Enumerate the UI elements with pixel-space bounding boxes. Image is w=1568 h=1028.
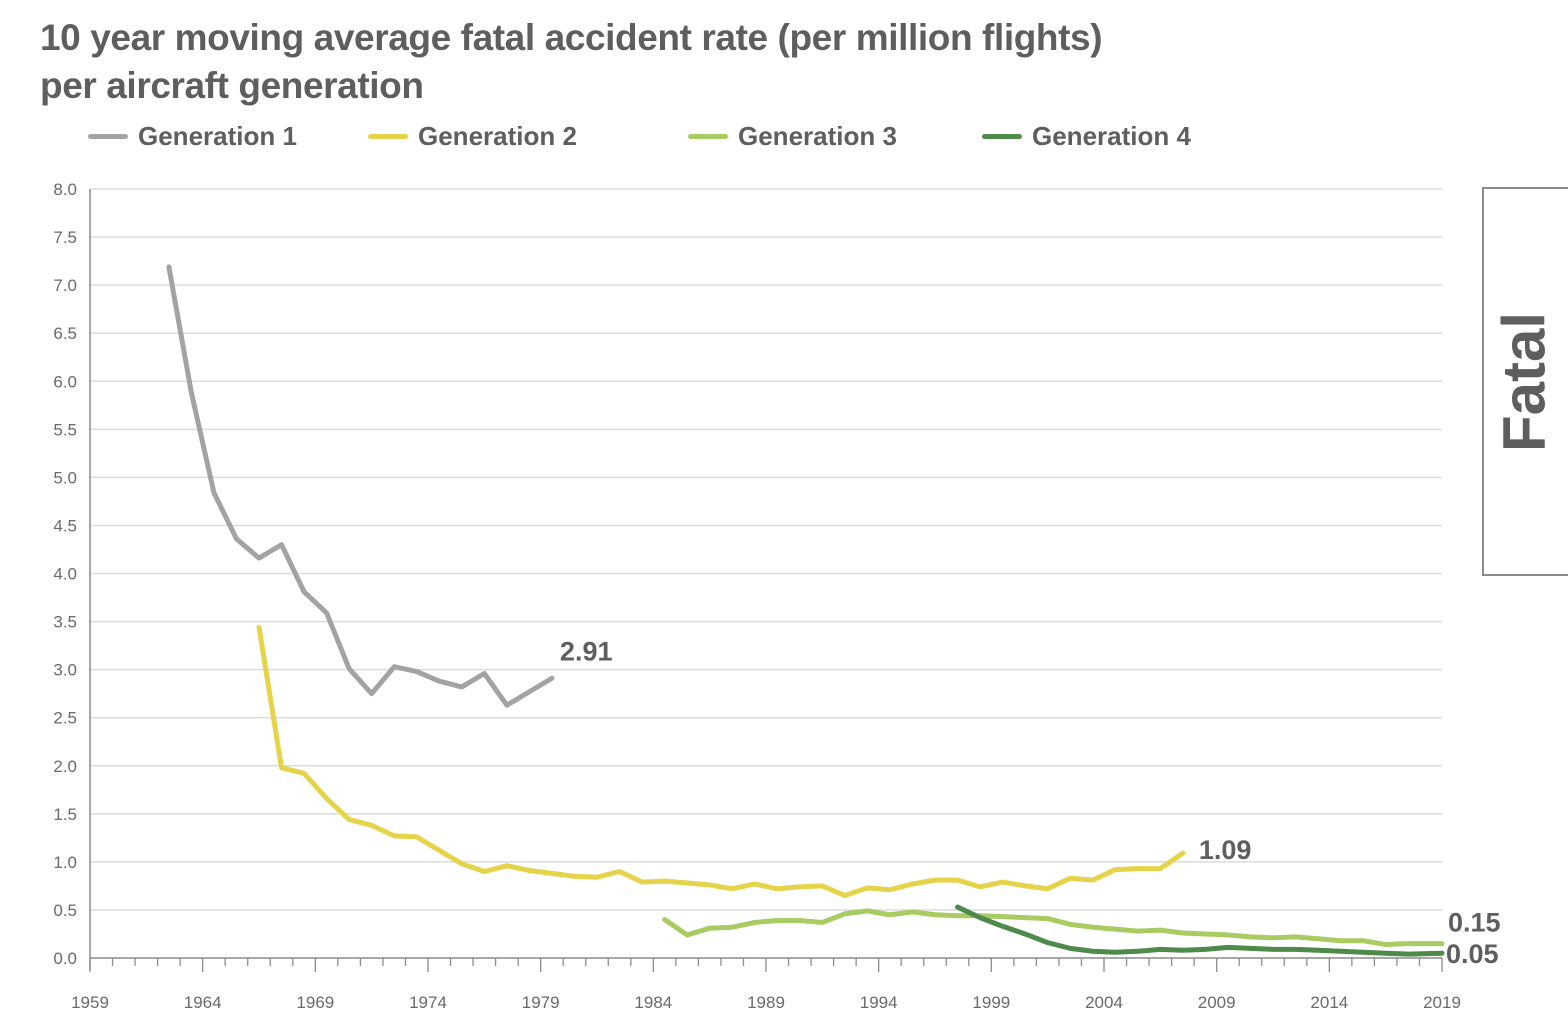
y-tick-label: 3.0 bbox=[53, 661, 77, 680]
x-tick-label: 1979 bbox=[522, 993, 560, 1012]
legend-label: Generation 2 bbox=[418, 120, 577, 151]
legend-label: Generation 3 bbox=[738, 120, 897, 151]
x-tick-label: 2009 bbox=[1198, 993, 1236, 1012]
chart-title-line-1: 10 year moving average fatal accident ra… bbox=[40, 17, 1103, 58]
x-tick-label: 2019 bbox=[1423, 993, 1461, 1012]
legend-item-generation-2[interactable]: Generation 2 bbox=[368, 118, 577, 154]
x-tick-label: 1999 bbox=[972, 993, 1010, 1012]
x-tick-label: 1989 bbox=[747, 993, 785, 1012]
series-line-generation-4 bbox=[955, 904, 1445, 957]
y-tick-label: 4.5 bbox=[53, 516, 77, 535]
y-tick-label: 5.5 bbox=[53, 420, 77, 439]
y-tick-label: 1.5 bbox=[53, 805, 77, 824]
legend-swatch-generation-4 bbox=[982, 133, 1022, 139]
x-tick-label: 2014 bbox=[1310, 993, 1348, 1012]
y-tick-label: 3.5 bbox=[53, 613, 77, 632]
legend-item-generation-4[interactable]: Generation 4 bbox=[982, 118, 1191, 154]
y-tick-label: 1.0 bbox=[53, 853, 77, 872]
legend: Generation 1 Generation 2 Generation 3 G… bbox=[0, 118, 1300, 154]
x-tick-label: 1974 bbox=[409, 993, 447, 1012]
legend-item-generation-1[interactable]: Generation 1 bbox=[88, 118, 297, 154]
legend-label: Generation 4 bbox=[1032, 120, 1191, 151]
x-tick-label: 1994 bbox=[860, 993, 898, 1012]
series-line-generation-3 bbox=[662, 908, 1445, 948]
chart-title: 10 year moving average fatal accident ra… bbox=[40, 14, 1103, 110]
x-tick-label: 1969 bbox=[296, 993, 334, 1012]
end-labels: 2.91 1.09 0.150.05 bbox=[560, 636, 1501, 969]
legend-swatch-generation-2 bbox=[368, 133, 408, 139]
end-label-generation-4: 0.05 bbox=[1446, 939, 1499, 969]
legend-item-generation-3[interactable]: Generation 3 bbox=[688, 118, 897, 154]
y-tick-label: 8.0 bbox=[53, 180, 77, 199]
y-tick-label: 5.0 bbox=[53, 468, 77, 487]
y-tick-label: 0.0 bbox=[53, 949, 77, 968]
legend-swatch-generation-1 bbox=[88, 133, 128, 139]
y-tick-label: 7.5 bbox=[53, 228, 77, 247]
side-panel-label: Fatal bbox=[1490, 311, 1558, 452]
x-tick-label: 1984 bbox=[634, 993, 672, 1012]
x-axis-ticks: 1959 1964 1969 1974 1979 1984 1989 1994 1999 2004… bbox=[71, 958, 1461, 1012]
legend-swatch-generation-3 bbox=[688, 133, 728, 139]
y-tick-label: 2.5 bbox=[53, 709, 77, 728]
legend-label: Generation 1 bbox=[138, 120, 297, 151]
y-tick-label: 6.5 bbox=[53, 324, 77, 343]
series-line-generation-2 bbox=[256, 624, 1186, 899]
y-tick-label: 4.0 bbox=[53, 565, 77, 584]
x-tick-label: 1964 bbox=[184, 993, 222, 1012]
y-tick-label: 0.5 bbox=[53, 901, 77, 920]
chart-title-line-2: per aircraft generation bbox=[40, 65, 424, 106]
side-panel: Fatal bbox=[1482, 187, 1568, 576]
gridlines bbox=[90, 188, 1442, 911]
x-tick-label: 2004 bbox=[1085, 993, 1123, 1012]
y-tick-label: 7.0 bbox=[53, 276, 77, 295]
y-axis-ticks: 0.0 0.5 1.0 1.5 2.0 2.5 3.0 3.5 4.0 4.5 5.0 5.5 6.0 6… bbox=[53, 180, 77, 968]
x-tick-label: 1959 bbox=[71, 993, 109, 1012]
end-label-generation-2: 1.09 bbox=[1199, 835, 1252, 865]
end-label-generation-3: 0.15 bbox=[1448, 908, 1501, 938]
series-line-generation-1 bbox=[166, 264, 555, 708]
end-label-generation-1: 2.91 bbox=[560, 636, 613, 666]
y-tick-label: 2.0 bbox=[53, 757, 77, 776]
series-lines bbox=[166, 264, 1445, 957]
y-tick-label: 6.0 bbox=[53, 372, 77, 391]
